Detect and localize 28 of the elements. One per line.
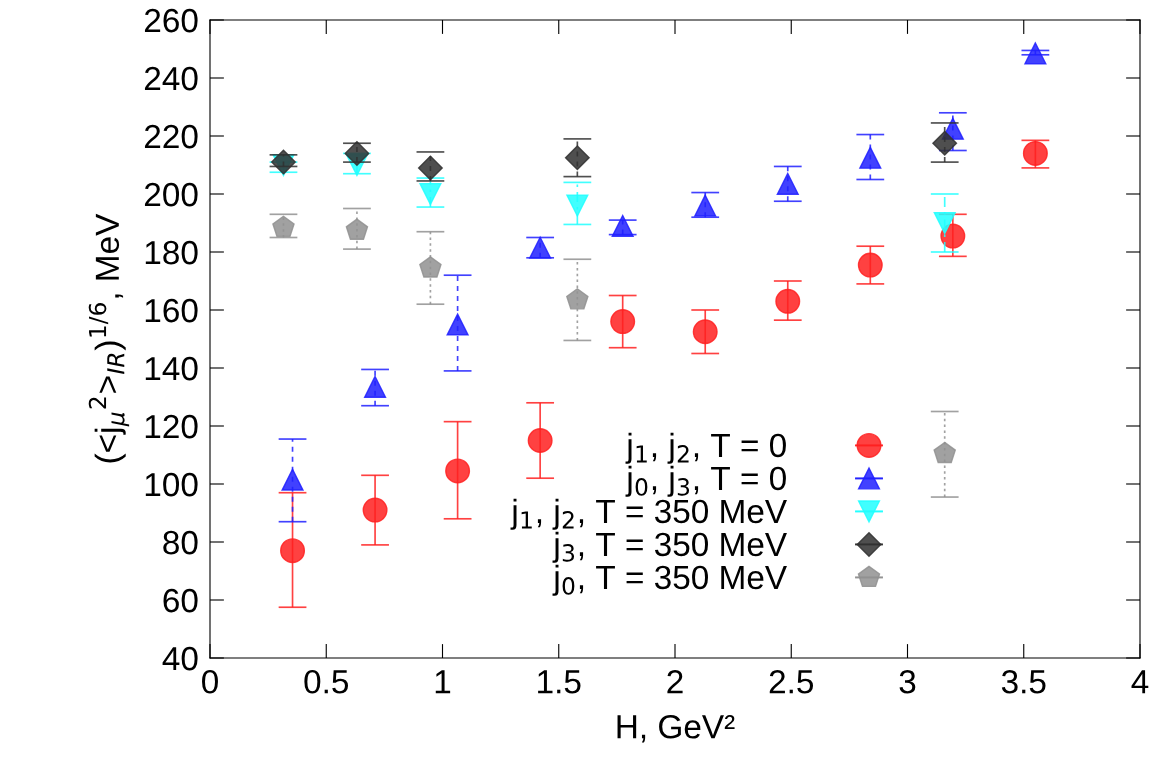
x-tick-label: 3.5 (1001, 669, 1046, 694)
y-tick-label: 140 (145, 356, 198, 381)
x-tick-label: 2 (667, 669, 683, 694)
y-tick-label: 220 (144, 124, 198, 149)
y-tick-label: 260 (144, 8, 198, 33)
y-tick-label: 100 (145, 472, 198, 497)
y-axis-title: (<j$_{μ}$$^{2}$>$_{IR}$)$^{1/6}$, MeV (88, 213, 130, 463)
legend-label: j$_{0}$, T = 350 MeV (552, 564, 787, 596)
y-tick-label: 160 (145, 298, 198, 323)
x-tick-label: 0 (202, 669, 218, 694)
legend-label: j$_{1}$, j$_{2}$, T = 0 (625, 432, 786, 464)
x-tick-label: 2.5 (769, 669, 814, 694)
y-tick-label: 120 (145, 414, 198, 439)
x-tick-label: 0.5 (304, 669, 349, 694)
x-tick-label: 1.5 (538, 670, 581, 694)
y-tick-label: 180 (145, 240, 198, 265)
legend-label: j$_{1}$, j$_{2}$, T = 350 MeV (510, 498, 787, 530)
legend-label: j$_{0}$, j$_{3}$, T = 0 (625, 465, 786, 497)
x-tick-label: 4 (1131, 670, 1149, 694)
y-tick-label: 80 (163, 530, 198, 555)
x-tick-label: 1 (435, 670, 451, 694)
y-tick-label: 40 (162, 646, 198, 671)
x-tick-label: 3 (899, 669, 916, 694)
legend-label: j$_{3}$, T = 350 MeV (552, 531, 787, 563)
y-tick-label: 200 (144, 182, 198, 207)
y-tick-label: 60 (163, 588, 198, 613)
x-axis-title: H, GeV² (617, 714, 735, 743)
y-tick-label: 240 (144, 66, 198, 91)
